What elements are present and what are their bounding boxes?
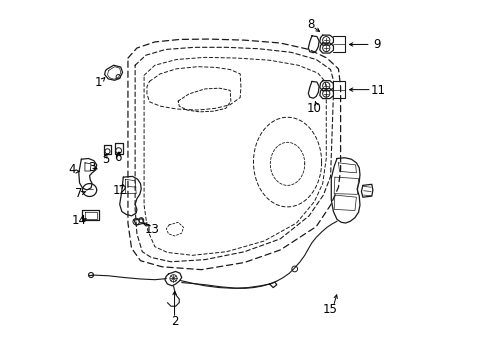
Text: 6: 6 [114,151,122,164]
Text: 3: 3 [88,161,96,174]
Text: 12: 12 [112,184,127,197]
Text: 15: 15 [323,303,337,316]
Text: 5: 5 [102,153,109,166]
Text: 2: 2 [170,315,178,328]
Text: 11: 11 [369,84,385,97]
Text: 1: 1 [95,76,102,89]
Text: 10: 10 [306,102,321,115]
Text: 4: 4 [68,163,75,176]
Text: 14: 14 [72,214,87,227]
Text: 9: 9 [373,38,380,51]
Text: 8: 8 [306,18,314,31]
Text: 7: 7 [75,187,82,200]
Text: 13: 13 [144,223,159,236]
